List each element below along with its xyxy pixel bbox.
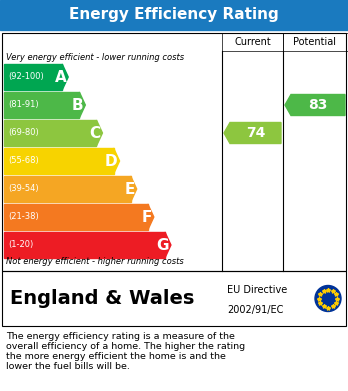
Bar — [222, 33, 283, 51]
Text: G: G — [156, 237, 169, 253]
Bar — [4, 120, 96, 146]
Polygon shape — [79, 92, 85, 118]
Bar — [2, 271, 346, 326]
Text: EU Directive: EU Directive — [227, 285, 287, 295]
Text: B: B — [72, 97, 83, 113]
Bar — [2, 33, 346, 271]
Text: (81-91): (81-91) — [8, 100, 39, 109]
Text: C: C — [89, 126, 101, 140]
Text: (69-80): (69-80) — [8, 129, 39, 138]
Bar — [283, 33, 348, 51]
Text: 83: 83 — [308, 98, 328, 112]
Polygon shape — [62, 64, 68, 90]
Text: 2002/91/EC: 2002/91/EC — [227, 305, 283, 314]
Polygon shape — [96, 120, 102, 146]
Polygon shape — [224, 122, 281, 143]
Text: E: E — [124, 181, 135, 197]
Text: 74: 74 — [246, 126, 265, 140]
Bar — [4, 92, 79, 118]
Polygon shape — [148, 204, 154, 230]
Polygon shape — [113, 148, 120, 174]
Bar — [4, 232, 165, 258]
Bar — [0, 0, 348, 30]
Text: D: D — [105, 154, 118, 169]
Polygon shape — [131, 176, 137, 202]
Text: A: A — [54, 70, 66, 84]
Text: (55-68): (55-68) — [8, 156, 39, 165]
Text: The energy efficiency rating is a measure of the: The energy efficiency rating is a measur… — [6, 332, 235, 341]
Text: overall efficiency of a home. The higher the rating: overall efficiency of a home. The higher… — [6, 342, 245, 351]
Polygon shape — [165, 232, 171, 258]
Text: lower the fuel bills will be.: lower the fuel bills will be. — [6, 362, 130, 371]
Text: (1-20): (1-20) — [8, 240, 33, 249]
Polygon shape — [285, 95, 345, 115]
Text: Not energy efficient - higher running costs: Not energy efficient - higher running co… — [6, 256, 184, 265]
Text: (92-100): (92-100) — [8, 72, 44, 81]
Text: the more energy efficient the home is and the: the more energy efficient the home is an… — [6, 352, 226, 361]
Text: Very energy efficient - lower running costs: Very energy efficient - lower running co… — [6, 53, 184, 62]
Text: Potential: Potential — [293, 37, 336, 47]
Text: Energy Efficiency Rating: Energy Efficiency Rating — [69, 7, 279, 23]
Text: (39-54): (39-54) — [8, 185, 39, 194]
Text: F: F — [141, 210, 152, 224]
Bar — [4, 204, 148, 230]
Bar — [4, 64, 62, 90]
Bar — [4, 148, 113, 174]
Bar — [4, 176, 131, 202]
Circle shape — [315, 285, 341, 312]
Text: (21-38): (21-38) — [8, 212, 39, 221]
Text: England & Wales: England & Wales — [10, 289, 195, 308]
Text: Current: Current — [234, 37, 271, 47]
